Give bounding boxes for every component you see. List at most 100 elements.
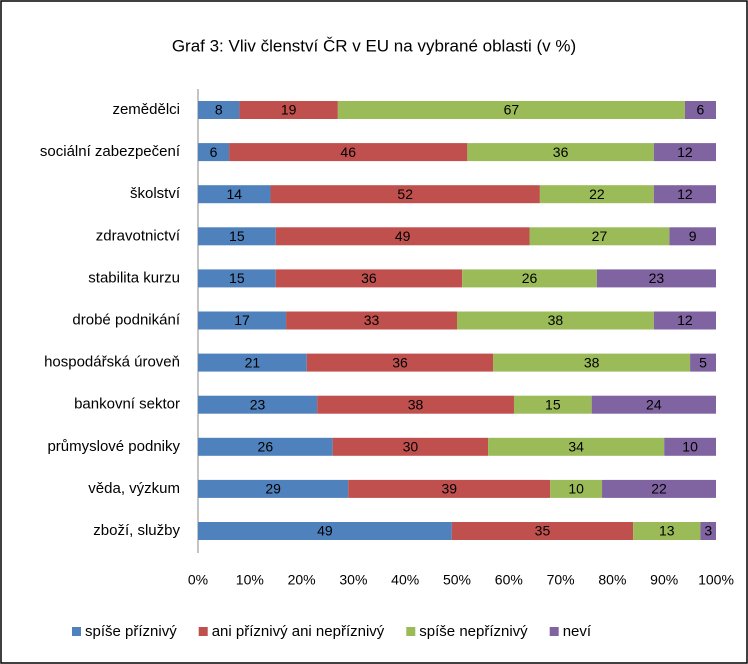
x-tick-label: 20% (288, 572, 316, 588)
data-label: 26 (258, 439, 274, 455)
bar-segment (198, 395, 318, 414)
bar-segment (337, 101, 685, 119)
data-label: 13 (659, 523, 675, 539)
x-tick-label: 90% (650, 572, 678, 588)
bar-segment (529, 227, 670, 246)
bar-segment (684, 101, 716, 119)
data-label: 26 (522, 270, 538, 286)
bar-segment (493, 353, 691, 372)
data-label: 35 (535, 523, 551, 539)
bar-segment (700, 522, 716, 540)
data-label: 27 (592, 228, 608, 244)
data-label: 6 (210, 144, 218, 160)
data-label: 52 (397, 186, 413, 202)
data-label: 33 (364, 312, 380, 328)
x-tick-label: 30% (339, 572, 367, 588)
bar-segment (596, 269, 716, 288)
bar-segment (198, 353, 307, 372)
data-label: 21 (245, 354, 261, 370)
data-label: 34 (568, 439, 584, 455)
bar-segment (602, 479, 716, 498)
bar-segment (653, 185, 716, 204)
data-label: 30 (403, 439, 419, 455)
data-label: 67 (504, 102, 520, 118)
data-label: 12 (677, 186, 693, 202)
category-label: bankovní sektor (74, 396, 180, 413)
bar-segment (513, 395, 592, 414)
x-tick-label: 40% (391, 572, 419, 588)
data-label: 9 (689, 228, 697, 244)
legend-label: spíše příznivý (85, 623, 177, 640)
category-label: drobé podnikání (72, 311, 180, 328)
legend-swatch (198, 627, 208, 636)
data-label: 38 (408, 396, 424, 412)
legend-swatch (549, 627, 559, 636)
bar-segment (462, 269, 597, 288)
data-label: 15 (545, 396, 561, 412)
category-label: věda, výzkum (88, 480, 180, 497)
bar-segment (198, 185, 271, 204)
data-label: 8 (215, 102, 223, 118)
x-tick-label: 100% (698, 572, 734, 588)
bar-segment (229, 143, 468, 162)
data-label: 15 (229, 228, 245, 244)
bar-segment (275, 269, 463, 288)
data-label: 49 (317, 523, 333, 539)
bar-segment (591, 395, 716, 414)
data-label: 39 (441, 481, 457, 497)
bar-segment (198, 311, 287, 330)
data-label: 3 (704, 523, 712, 539)
category-label: školství (130, 185, 181, 202)
category-label: sociální zabezpečení (40, 143, 181, 160)
bar-segment (198, 522, 452, 540)
data-label: 36 (553, 144, 569, 160)
data-label: 24 (646, 396, 662, 412)
data-label: 19 (281, 102, 297, 118)
bar-segment (286, 311, 457, 330)
bar-segment (198, 143, 230, 162)
bar-segment (690, 353, 716, 372)
data-label: 10 (682, 439, 698, 455)
category-label: zboží, služby (93, 522, 180, 539)
bar-segment (332, 437, 489, 456)
bar-segment (306, 353, 494, 372)
bar-segment (348, 479, 551, 498)
data-label: 38 (548, 312, 564, 328)
x-tick-label: 60% (495, 572, 523, 588)
bar-segment (198, 479, 349, 498)
bar-segment (539, 185, 654, 204)
bar-segment (550, 479, 603, 498)
bar-segment (198, 101, 240, 119)
data-label: 29 (265, 481, 281, 497)
data-label: 5 (699, 354, 707, 370)
data-label: 17 (234, 312, 250, 328)
data-label: 46 (340, 144, 356, 160)
bar-segment (653, 311, 716, 330)
bar-segment (270, 185, 540, 204)
x-tick-label: 80% (598, 572, 626, 588)
bar-segment (275, 227, 530, 246)
bar-segment (198, 227, 276, 246)
data-label: 6 (697, 102, 705, 118)
data-label: 36 (392, 354, 408, 370)
data-label: 22 (651, 481, 667, 497)
legend-label: ani příznivý ani nepříznivý (212, 623, 385, 640)
legend-label: spíše nepříznivý (419, 623, 528, 640)
bar-segment (664, 437, 716, 456)
category-label: zemědělci (112, 101, 180, 118)
bar-segment (198, 437, 333, 456)
legend-label: neví (563, 623, 592, 640)
x-tick-label: 10% (236, 572, 264, 588)
data-label: 10 (568, 481, 584, 497)
bar-segment (451, 522, 634, 540)
bar-segment (467, 143, 654, 162)
data-label: 14 (226, 186, 242, 202)
data-label: 23 (250, 396, 266, 412)
bar-segment (457, 311, 654, 330)
data-label: 23 (649, 270, 665, 286)
data-label: 15 (229, 270, 245, 286)
category-label: hospodářská úroveň (44, 354, 180, 371)
category-label: průmyslové podniky (47, 438, 180, 455)
bar-segment (239, 101, 338, 119)
